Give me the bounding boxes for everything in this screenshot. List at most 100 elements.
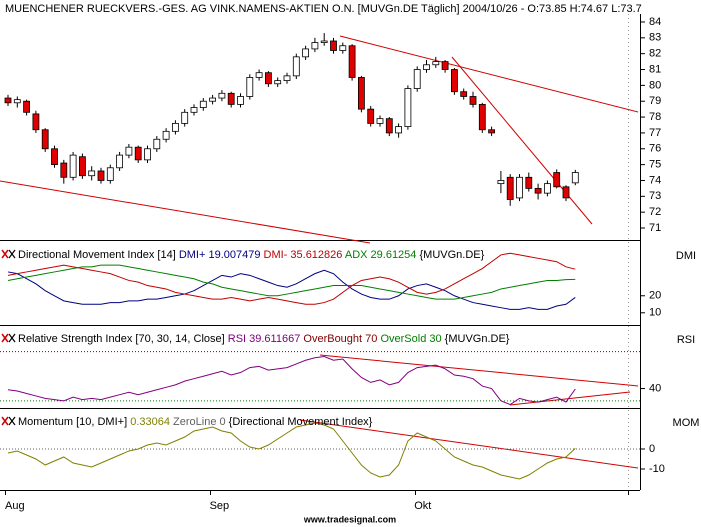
series-line xyxy=(7,422,576,480)
x-tick-label: Okt xyxy=(414,500,431,512)
candle-body xyxy=(423,64,430,70)
y-tick-label: 79 xyxy=(649,95,661,107)
candle-body xyxy=(395,126,403,134)
candle-body xyxy=(460,91,468,97)
candle-body xyxy=(516,176,523,199)
y-tick-label: 20 xyxy=(649,290,661,302)
legend-title: Directional Movement Index [14] xyxy=(18,249,176,261)
candle-body xyxy=(209,97,217,102)
candle-body xyxy=(385,118,393,134)
y-tick-label: 83 xyxy=(649,32,661,44)
candle-body xyxy=(292,56,300,77)
legend-entry: RSI 39.611667 xyxy=(228,333,301,345)
candle-body xyxy=(544,183,551,194)
indicator-icon xyxy=(1,416,9,426)
candle-body xyxy=(348,45,356,78)
candle-body xyxy=(60,162,68,178)
indicator-icon xyxy=(1,333,9,343)
y-tick-label: 75 xyxy=(649,159,661,171)
candle-body xyxy=(302,48,310,58)
candle-body xyxy=(478,103,486,131)
panel-label: MOM xyxy=(673,417,700,429)
series-line xyxy=(7,252,576,305)
y-tick-label: 10 xyxy=(649,307,661,319)
candle-body xyxy=(23,100,31,113)
y-tick-label: 73 xyxy=(649,190,661,202)
candle-body xyxy=(506,176,514,200)
legend: Directional Movement Index [14] DMI+ 19.… xyxy=(18,249,485,261)
x-tick-label: Aug xyxy=(5,500,25,512)
candle-body xyxy=(357,77,365,110)
y-tick-label: -10 xyxy=(649,463,665,475)
candle-body xyxy=(497,180,505,185)
indicator-icon xyxy=(8,416,16,426)
candle-body xyxy=(153,138,161,150)
candle-body xyxy=(571,172,579,184)
y-tick-label: 77 xyxy=(649,127,661,139)
candle-body xyxy=(106,167,114,181)
panel-label: DMI xyxy=(676,250,696,262)
series-line xyxy=(7,264,576,300)
candle-body xyxy=(4,97,12,104)
candle-body xyxy=(339,45,347,51)
candle-body xyxy=(469,96,477,105)
series-line xyxy=(7,356,576,406)
panel-frame xyxy=(0,14,641,495)
legend: Relative Strength Index [70, 30, 14, Clo… xyxy=(18,333,510,345)
legend-entry: DMI- 35.612826 xyxy=(264,249,343,261)
y-tick-label: 80 xyxy=(649,79,661,91)
candle-body xyxy=(264,72,272,85)
y-tick-label: 81 xyxy=(649,63,661,75)
footer: www.tradesignal.com xyxy=(303,514,396,524)
candle-body xyxy=(218,92,226,99)
y-tick-label: 0 xyxy=(649,443,655,455)
y-tick-label: 82 xyxy=(649,48,661,60)
candle-body xyxy=(562,186,570,199)
legend-suffix: {MUVGn.DE} xyxy=(419,249,484,261)
legend-suffix: {MUVGn.DE} xyxy=(445,333,510,345)
legend-entry: 0.33064 xyxy=(130,416,170,428)
x-tick-label: Sep xyxy=(210,500,230,512)
legend-entry: ZeroLine 0 xyxy=(173,416,226,428)
chart-title: MUENCHENER RUECKVERS.-GES. AG VINK.NAMEN… xyxy=(5,3,642,15)
candle-body xyxy=(320,40,328,43)
candle-body xyxy=(367,108,375,124)
candle-body xyxy=(181,111,189,124)
candle-body xyxy=(13,99,21,104)
candle-body xyxy=(311,42,319,50)
candle-body xyxy=(116,154,123,169)
candle-body xyxy=(162,130,170,140)
legend-suffix: {Directional Movement Index} xyxy=(229,416,373,428)
candle-body xyxy=(79,156,86,177)
y-tick-label: 78 xyxy=(649,111,661,123)
candle-body xyxy=(274,80,282,85)
legend-entry: DMI+ 19.007479 xyxy=(179,249,261,261)
candle-body xyxy=(330,40,337,51)
indicator-icon xyxy=(8,333,16,343)
candle-body xyxy=(413,69,421,89)
legend-entry: ADX 29.61254 xyxy=(345,249,417,261)
candle-body xyxy=(97,170,105,181)
y-tick-label: 72 xyxy=(649,206,661,218)
candle-body xyxy=(488,129,496,134)
y-tick-label: 84 xyxy=(649,16,661,28)
candle-body xyxy=(404,88,412,127)
y-tick-label: 40 xyxy=(649,382,661,394)
candle-body xyxy=(525,176,533,189)
series-line xyxy=(7,269,576,310)
candle-body xyxy=(144,148,151,161)
y-tick-label: 76 xyxy=(649,143,661,155)
candle-body xyxy=(534,187,542,194)
candle-body xyxy=(88,170,96,177)
candle-body xyxy=(553,172,561,188)
candle-body xyxy=(190,107,198,113)
candle-body xyxy=(246,77,254,97)
legend-title: Relative Strength Index [70, 30, 14, Clo… xyxy=(18,333,225,345)
y-tick-label: 74 xyxy=(649,174,661,186)
indicator-icon xyxy=(1,249,9,259)
candle-body xyxy=(255,72,263,78)
candle-body xyxy=(41,129,49,150)
indicator-icon xyxy=(8,249,16,259)
